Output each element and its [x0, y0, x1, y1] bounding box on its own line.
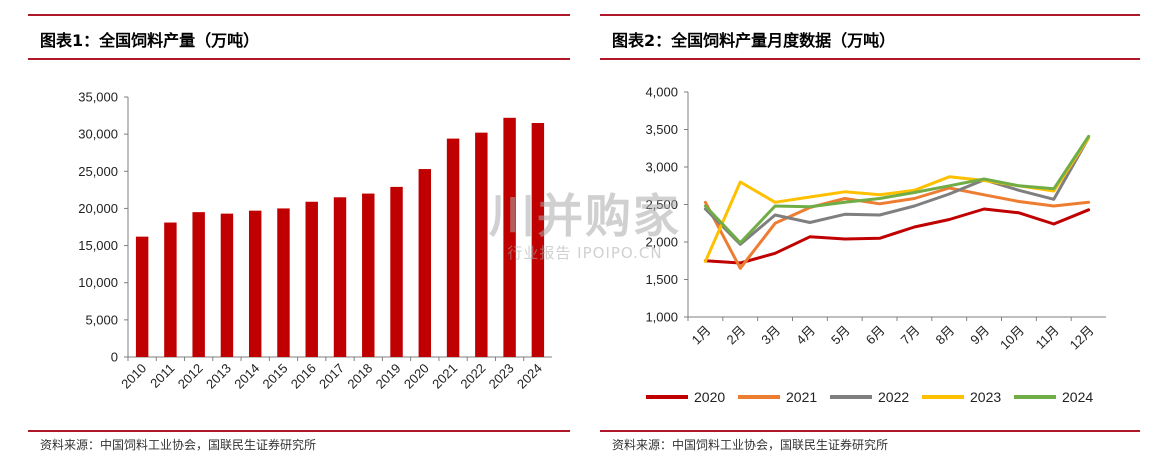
- bar: [531, 123, 545, 357]
- bar: [135, 236, 149, 357]
- y-tick-label: 20,000: [78, 201, 118, 216]
- x-tick-label: 8月: [932, 323, 957, 348]
- x-tick-label: 2018: [344, 361, 375, 392]
- left-panel: 图表1：全国饲料产量（万吨） 0 5,000 10,000 15,000 20,000 2…: [0, 0, 580, 474]
- source-note: 资料来源：中国饲料工业协会，国联民生证券研究所: [612, 438, 889, 452]
- line-chart: 1,000 1,500 2,000 2,500 3,000 3,500 4,000 1月 2月 3…: [645, 85, 1106, 405]
- x-tick-label: 11月: [1033, 323, 1062, 352]
- bar-chart: 0 5,000 10,000 15,000 20,000 25,000 30,000 35,0…: [78, 90, 552, 392]
- bar: [305, 201, 318, 357]
- x-tick-label: 2月: [723, 323, 748, 348]
- bar: [277, 208, 290, 357]
- legend-label: 2020: [694, 389, 725, 405]
- y-tick-label: 10,000: [78, 275, 118, 290]
- x-tick-label: 2013: [203, 361, 234, 392]
- x-tick-label: 4月: [793, 323, 818, 348]
- y-tick-label: 1,500: [645, 272, 678, 287]
- x-tick-label: 2011: [147, 361, 177, 391]
- series-line-2024: [703, 134, 1091, 245]
- bar: [475, 132, 488, 357]
- series-line-2021: [703, 186, 1091, 270]
- y-tick-label: 1,000: [645, 310, 678, 325]
- bar: [418, 169, 432, 357]
- bottom-rule: [600, 430, 1140, 432]
- title-rule: [600, 58, 1140, 60]
- x-tick-label: 3月: [758, 323, 783, 348]
- y-tick-label: 3,000: [645, 160, 678, 175]
- top-rule: [600, 14, 1140, 16]
- y-tick-label: 0: [111, 350, 118, 365]
- x-tick-label: 2014: [231, 361, 262, 392]
- legend-label: 2023: [970, 389, 1001, 405]
- y-tick-label: 25,000: [78, 164, 118, 179]
- y-tick-label: 4,000: [645, 85, 678, 100]
- x-tick-label: 2024: [514, 361, 545, 392]
- series-line-2020: [703, 207, 1091, 265]
- bar: [248, 210, 262, 357]
- legend-label: 2022: [878, 389, 909, 405]
- legend-label: 2021: [786, 389, 817, 405]
- x-tick-label: 2012: [175, 361, 206, 392]
- x-tick-label: 10月: [997, 323, 1027, 353]
- bar: [503, 117, 516, 357]
- x-tick-label: 2019: [373, 361, 404, 392]
- bar: [390, 186, 403, 357]
- x-tick-label: 2022: [457, 361, 488, 392]
- bar: [220, 213, 234, 357]
- top-rule: [28, 14, 570, 16]
- chart-title: 图表1：全国饲料产量（万吨）: [40, 31, 260, 50]
- x-tick-label: 7月: [898, 323, 923, 348]
- x-tick-label: 2015: [260, 361, 291, 392]
- legend-label: 2024: [1062, 389, 1093, 405]
- bar: [164, 222, 177, 357]
- title-rule: [28, 58, 570, 60]
- chart-title: 图表2：全国饲料产量月度数据（万吨）: [612, 31, 896, 50]
- x-tick-label: 2017: [316, 361, 347, 392]
- x-tick-label: 2010: [118, 361, 149, 392]
- y-tick-label: 15,000: [78, 238, 118, 253]
- bar: [192, 212, 205, 357]
- source-note: 资料来源：中国饲料工业协会，国联民生证券研究所: [40, 438, 317, 452]
- bar: [333, 197, 347, 357]
- x-tick-label: 2016: [288, 361, 319, 392]
- x-tick-label: 9月: [967, 323, 992, 348]
- bottom-rule: [28, 430, 570, 432]
- series-line-2022: [703, 136, 1091, 246]
- x-tick-label: 5月: [828, 323, 853, 348]
- y-tick-label: 2,000: [645, 235, 678, 250]
- x-tick-label: 2021: [429, 361, 460, 392]
- x-tick-label: 2020: [401, 361, 432, 392]
- x-tick-label: 2023: [486, 361, 517, 392]
- y-tick-label: 5,000: [85, 312, 118, 327]
- bar: [362, 193, 375, 357]
- y-tick-label: 30,000: [78, 127, 118, 142]
- x-tick-label: 6月: [863, 323, 888, 348]
- right-panel: 图表2：全国饲料产量月度数据（万吨） 1,000 1,500 2,000 2,500 3…: [590, 0, 1168, 474]
- bar: [446, 138, 460, 357]
- y-tick-label: 2,500: [645, 197, 678, 212]
- x-tick-label: 12月: [1067, 323, 1097, 353]
- y-tick-label: 35,000: [78, 90, 118, 105]
- y-tick-label: 3,500: [645, 122, 678, 137]
- x-tick-label: 1月: [689, 323, 714, 348]
